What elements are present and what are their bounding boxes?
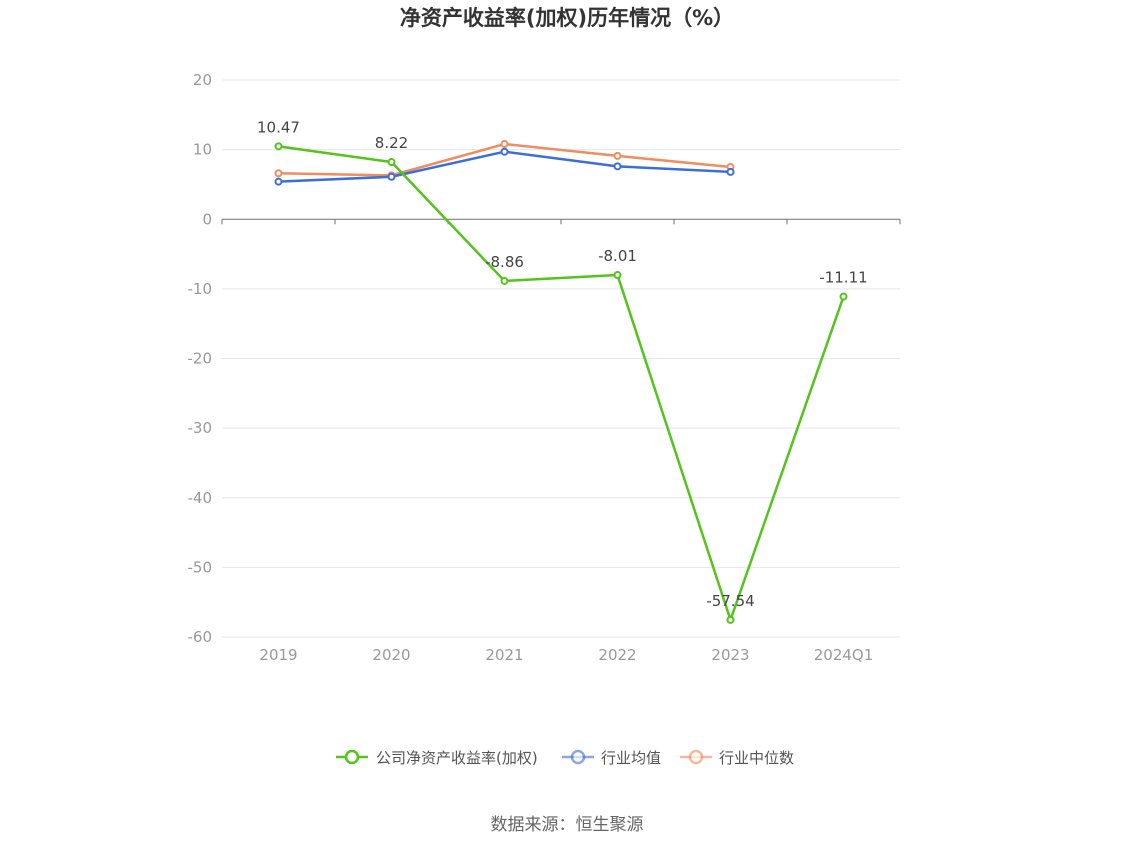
series-group <box>274 140 848 624</box>
y-tick-label: -50 <box>188 558 213 576</box>
y-tick-label: -60 <box>188 628 213 646</box>
data-label: -8.01 <box>598 247 637 265</box>
data-label: -57.54 <box>706 592 754 610</box>
data-labels: 10.47 8.22 -8.86 -8.01 -57.54 -11.11 <box>257 118 868 610</box>
y-tick-label: -10 <box>188 280 213 298</box>
legend-marker <box>688 749 704 765</box>
x-tick-label: 2019 <box>259 646 297 664</box>
y-tick-label: 10 <box>193 141 212 159</box>
y-tick-label: 0 <box>202 210 212 228</box>
data-point[interactable] <box>274 142 283 151</box>
data-label: -8.86 <box>485 253 524 271</box>
data-point[interactable] <box>613 162 622 171</box>
legend[interactable]: 公司净资产收益率(加权) 行业均值 行业中位数 <box>336 749 794 767</box>
data-point[interactable] <box>500 147 509 156</box>
data-label: -11.11 <box>819 269 867 287</box>
data-point[interactable] <box>500 140 509 149</box>
legend-item[interactable]: 公司净资产收益率(加权) <box>336 749 538 767</box>
x-tick-label: 2020 <box>372 646 410 664</box>
data-point[interactable] <box>613 151 622 160</box>
data-point[interactable] <box>387 158 396 167</box>
data-point[interactable] <box>726 615 735 624</box>
data-label: 10.47 <box>257 118 300 136</box>
data-point[interactable] <box>726 167 735 176</box>
legend-label: 公司净资产收益率(加权) <box>376 749 538 767</box>
y-axis: 20 10 0 -10 -20 -30 -40 -50 -60 <box>188 71 213 646</box>
x-axis: 2019 2020 2021 2022 2023 2024Q1 <box>221 218 901 664</box>
legend-label: 行业均值 <box>601 749 661 767</box>
data-point[interactable] <box>839 292 848 301</box>
y-tick-label: -30 <box>188 419 213 437</box>
x-tick-label: 2021 <box>485 646 523 664</box>
data-point[interactable] <box>387 172 396 181</box>
legend-marker <box>344 749 360 765</box>
y-tick-label: -20 <box>188 350 213 368</box>
legend-item[interactable]: 行业均值 <box>562 749 661 767</box>
y-tick-label: -40 <box>188 489 213 507</box>
data-point[interactable] <box>274 177 283 186</box>
series-line <box>278 145 845 622</box>
data-point[interactable] <box>613 271 622 280</box>
legend-label: 行业中位数 <box>719 749 794 767</box>
legend-item[interactable]: 行业中位数 <box>680 749 794 767</box>
x-tick-label: 2023 <box>711 646 749 664</box>
legend-marker <box>570 749 586 765</box>
x-tick-label: 2022 <box>598 646 636 664</box>
grid <box>222 79 900 638</box>
x-tick-label: 2024Q1 <box>814 646 874 664</box>
data-label: 8.22 <box>375 134 408 152</box>
data-point[interactable] <box>500 276 509 285</box>
y-tick-label: 20 <box>193 71 212 89</box>
data-point[interactable] <box>274 169 283 178</box>
chart-title: 净资产收益率(加权)历年情况（%） <box>400 6 734 30</box>
source-note: 数据来源：恒生聚源 <box>491 815 644 835</box>
